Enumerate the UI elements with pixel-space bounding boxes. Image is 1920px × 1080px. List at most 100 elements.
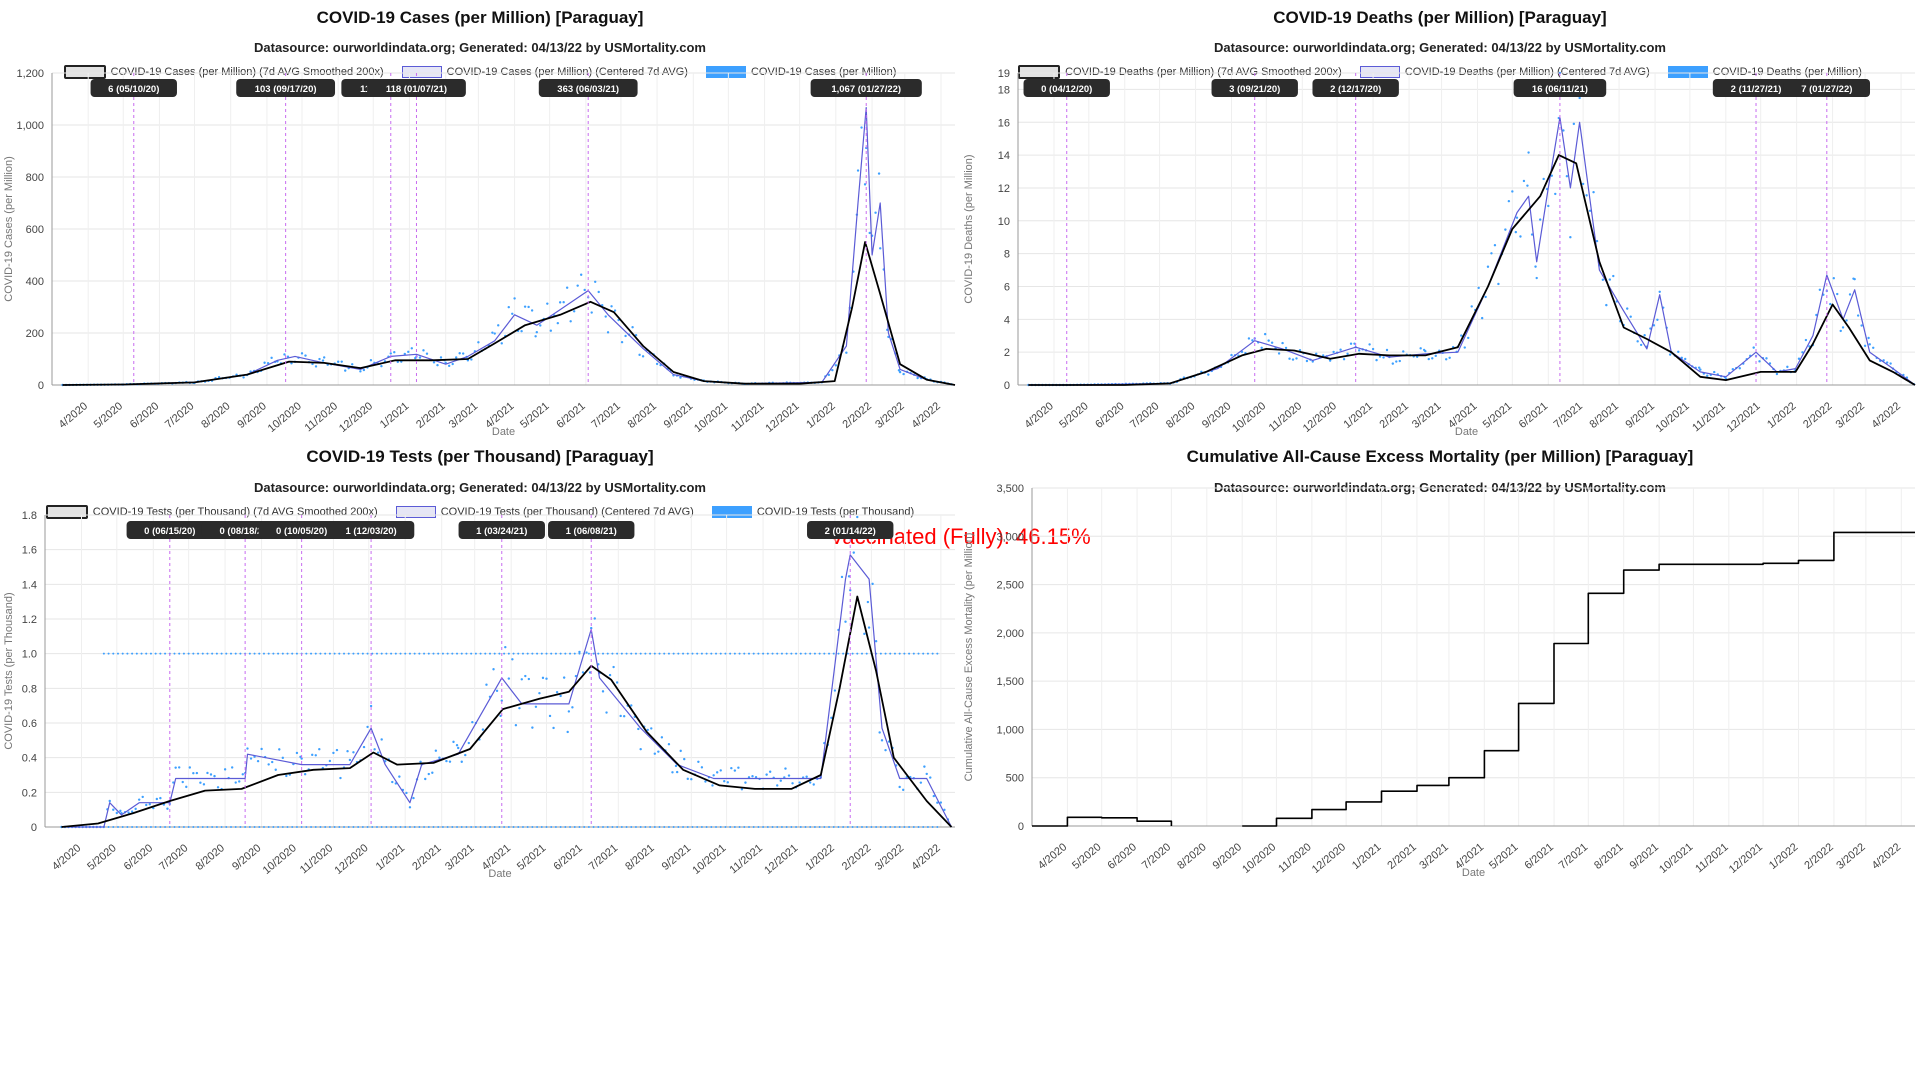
daily-point [385,826,388,828]
daily-point [842,652,845,655]
daily-point [536,826,539,828]
daily-point [209,773,213,776]
daily-point [536,652,539,655]
daily-point [1207,373,1210,376]
daily-point [1652,324,1656,327]
daily-point [631,326,634,329]
daily-point [1470,305,1473,308]
daily-point [408,806,412,809]
legend-item-smoothed[interactable]: COVID-19 Cases (per Million) (7d AVG Smo… [63,65,384,79]
daily-point [1797,357,1801,360]
daily-point [747,826,750,828]
legend-swatch-daily [1667,66,1708,78]
daily-point [867,626,871,629]
daily-point [630,652,633,655]
daily-point [1605,303,1608,307]
daily-point [286,652,289,655]
daily-point [324,652,327,655]
daily-point [352,826,355,828]
x-tick-label: 5/2020 [1057,400,1090,431]
daily-point [479,826,482,828]
daily-point [393,351,396,354]
annotation-label: 1 (03/24/21) [476,526,527,537]
daily-point [619,714,622,718]
daily-point [352,751,355,754]
daily-point [211,652,214,655]
daily-point [860,126,863,129]
x-tick-label: 2/2022 [840,842,873,873]
daily-point [724,826,727,828]
daily-point [908,826,911,828]
daily-point [771,652,774,655]
annotation-box [236,79,336,97]
smoothed-line [61,595,953,828]
daily-point [503,652,506,655]
daily-point [1863,344,1867,348]
daily-point [241,773,244,776]
daily-point [485,683,488,686]
x-tick-label: 6/2020 [122,842,155,873]
daily-point [828,652,831,655]
daily-point [404,826,407,828]
daily-point [340,360,343,363]
daily-point [154,826,157,828]
daily-point [137,798,141,801]
daily-point [314,652,317,655]
daily-point [682,652,685,655]
y-tick-label: 0.4 [22,753,37,765]
daily-point [277,652,280,655]
daily-point [206,652,209,655]
daily-point [893,652,896,655]
daily-point [860,652,863,655]
legend-item-daily[interactable]: COVID-19 Cases (per Million) [705,66,896,78]
daily-point [710,652,713,655]
daily-point [446,826,449,828]
daily-point [1656,318,1659,321]
x-tick-label: 6/2021 [1522,841,1555,872]
legend-item-daily[interactable]: COVID-19 Deaths (per Million) [1667,66,1862,78]
x-tick-label: 10/2020 [1240,841,1278,876]
x-tick-label: 5/2021 [515,842,548,873]
daily-point [223,768,227,771]
daily-point [391,780,394,784]
daily-point [451,826,454,828]
daily-point [1643,334,1646,337]
daily-point [1339,348,1342,351]
daily-point [658,826,661,828]
daily-point [823,826,826,828]
x-axis-title: Date [1455,426,1478,438]
daily-point [343,652,346,655]
daily-point [470,358,473,361]
daily-point [166,807,169,810]
daily-point [361,826,364,828]
daily-point [1251,339,1254,342]
daily-point [1522,179,1526,183]
daily-point [653,826,656,828]
legend-item-centered[interactable]: COVID-19 Cases (per Million) (Centered 7… [401,66,688,78]
legend-item-centered[interactable]: COVID-19 Deaths (per Million) (Centered … [1359,66,1650,78]
daily-point [408,652,411,655]
daily-point [531,652,534,655]
daily-point [715,771,719,774]
daily-point [559,652,562,655]
daily-point [925,772,928,776]
daily-point [398,775,401,778]
daily-point [719,769,722,772]
chart-title: COVID-19 Tests (per Thousand) [Paraguay] [306,447,654,466]
daily-point [762,826,765,828]
excess-line [1032,816,1173,827]
daily-point [319,652,322,655]
legend-item-smoothed[interactable]: COVID-19 Deaths (per Million) (7d AVG Sm… [1018,65,1342,79]
daily-point [779,779,782,782]
daily-point [754,775,758,779]
daily-point [840,575,844,579]
daily-point [211,826,214,828]
daily-point [1677,350,1680,354]
daily-point [185,785,188,789]
daily-point [573,826,576,828]
x-tick-label: 8/2021 [1592,841,1625,872]
daily-point [634,652,637,655]
daily-point [657,750,660,753]
daily-point [613,309,617,312]
daily-point [828,826,831,828]
